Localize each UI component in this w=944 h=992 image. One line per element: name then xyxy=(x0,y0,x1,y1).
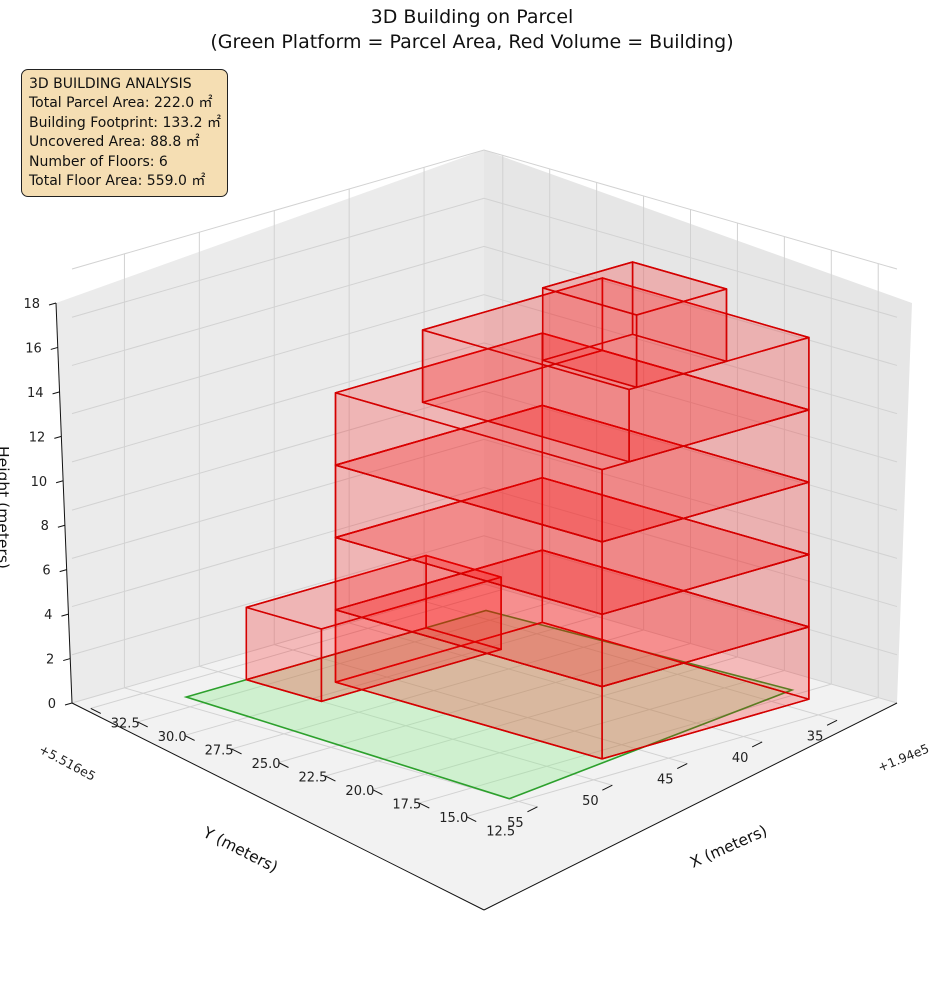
grid-z-10 xyxy=(71,342,898,463)
x-tick-15.0: 15.0 xyxy=(419,802,468,826)
building-floor-6 xyxy=(541,261,728,389)
z-tick-0: 0 xyxy=(48,697,73,712)
x-tick-label: 30.0 xyxy=(158,730,187,745)
z-tick-18: 18 xyxy=(23,297,57,312)
x-tick-32.5: 32.5 xyxy=(90,707,140,731)
y-axis-ticks: 35 40 45 50 55 xyxy=(507,719,838,831)
grid-z-18 xyxy=(71,149,898,270)
z-tick-16: 16 xyxy=(25,341,58,356)
x-axis-label: X (meters) xyxy=(687,822,770,872)
x-tick-label: 15.0 xyxy=(439,811,468,826)
building-floor-2 xyxy=(334,476,810,688)
grid-z-14 xyxy=(71,245,898,366)
grid-z-0 xyxy=(71,583,898,704)
x-tick-25.0: 25.0 xyxy=(231,748,281,772)
y-tick-label: 55 xyxy=(507,816,524,831)
y-tick-55: 55 xyxy=(507,806,538,831)
x-tick-12.5: 12.5 xyxy=(466,816,515,840)
building-face xyxy=(334,392,603,543)
x-tick-17.5: 17.5 xyxy=(372,789,421,813)
building-face xyxy=(601,277,810,411)
z-tick-2: 2 xyxy=(46,653,71,668)
z-tick-label: 14 xyxy=(27,386,44,401)
z-tick-label: 12 xyxy=(29,430,46,445)
building-layer xyxy=(245,261,810,760)
info-heading: 3D BUILDING ANALYSIS xyxy=(29,76,192,92)
z-tick-8: 8 xyxy=(41,519,66,534)
x-tick-30.0: 30.0 xyxy=(137,721,187,745)
info-uncovered-area: Uncovered Area: 88.8 ㎡ xyxy=(29,134,200,151)
z-axis-ticks: 0 2 4 6 8 10 12 14 16 18 xyxy=(23,297,73,712)
info-total-floor-area: Total Floor Area: 559.0 ㎡ xyxy=(29,173,206,190)
z-tick-label: 16 xyxy=(25,341,42,356)
x-tick-label: 17.5 xyxy=(392,798,421,813)
grid-z-12 xyxy=(71,294,898,415)
building-face xyxy=(421,329,630,463)
grid-z-6 xyxy=(71,438,898,559)
z-tick-4: 4 xyxy=(44,608,69,623)
x-tick-label: 25.0 xyxy=(252,757,281,772)
z-tick-label: 10 xyxy=(31,475,48,490)
x-tick-label: 12.5 xyxy=(486,825,515,840)
grid-z-8 xyxy=(71,390,898,511)
building-face xyxy=(245,606,323,703)
x-tick-20.0: 20.0 xyxy=(325,775,374,799)
grid-z-16 xyxy=(71,197,898,318)
y-offset-label: +5.516e5 xyxy=(37,741,99,783)
x-tick-22.5: 22.5 xyxy=(278,762,328,786)
z-tick-label: 8 xyxy=(41,519,49,534)
axis-lines xyxy=(55,302,898,911)
z-tick-label: 4 xyxy=(44,608,52,623)
z-tick-label: 18 xyxy=(23,297,40,312)
x-tick-label: 22.5 xyxy=(299,771,328,786)
y-tick-50: 50 xyxy=(582,784,613,809)
z-tick-label: 2 xyxy=(46,653,54,668)
parcel-platform xyxy=(183,609,795,800)
grid-z-4 xyxy=(71,487,898,608)
z-tick-label: 0 xyxy=(48,697,56,712)
x-axis-ticks: 12.5 15.0 17.5 20.0 22.5 25.0 27.5 30.0 32.5 xyxy=(90,707,515,840)
building-face xyxy=(541,287,638,389)
y-axis-label: Y (meters) xyxy=(199,823,280,876)
info-number-of-floors: Number of Floors: 6 xyxy=(29,153,168,170)
info-total-parcel-area: Total Parcel Area: 222.0 ㎡ xyxy=(29,95,213,112)
x-tick-label: 27.5 xyxy=(205,743,234,758)
z-tick-10: 10 xyxy=(31,475,64,490)
y-tick-35: 35 xyxy=(807,719,838,744)
x-tick-label: 32.5 xyxy=(111,716,140,731)
x-offset-label: +1.94e5 xyxy=(876,741,932,775)
y-tick-45: 45 xyxy=(657,763,688,788)
x-tick-label: 20.0 xyxy=(345,784,374,799)
y-tick-label: 50 xyxy=(582,794,599,809)
y-tick-label: 35 xyxy=(807,729,824,744)
analysis-info-box: 3D BUILDING ANALYSIS Total Parcel Area: … xyxy=(21,69,228,197)
building-face xyxy=(631,261,728,363)
z-tick-6: 6 xyxy=(42,564,67,579)
z-tick-14: 14 xyxy=(27,386,60,401)
grid-z-2 xyxy=(71,535,898,656)
building-floor-5 xyxy=(421,277,810,463)
pane-left xyxy=(56,150,484,703)
y-tick-40: 40 xyxy=(732,741,763,766)
y-tick-label: 40 xyxy=(732,751,749,766)
building-floor-4 xyxy=(334,332,810,543)
chart-subtitle: (Green Platform = Parcel Area, Red Volum… xyxy=(210,31,734,53)
x-tick-27.5: 27.5 xyxy=(184,735,234,758)
z-tick-label: 6 xyxy=(42,564,50,579)
chart-title: 3D Building on Parcel xyxy=(370,6,574,28)
building-floor-1-front xyxy=(245,554,502,703)
parcel-layer xyxy=(183,609,795,800)
z-tick-12: 12 xyxy=(29,430,62,445)
z-axis-label: Height (meters) xyxy=(0,446,12,569)
y-tick-label: 45 xyxy=(657,773,674,788)
info-building-footprint: Building Footprint: 133.2 ㎡ xyxy=(29,114,222,131)
